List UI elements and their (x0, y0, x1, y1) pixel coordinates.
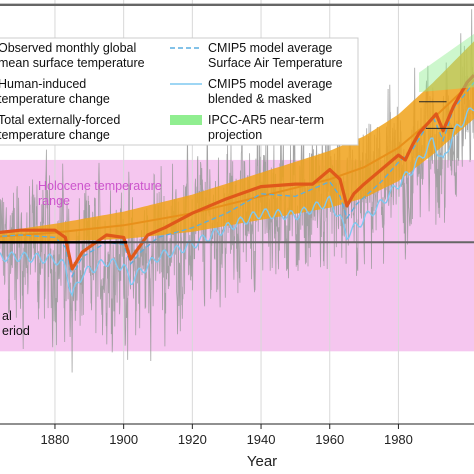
x-tick-label: 1880 (40, 432, 69, 447)
axes: 1880 1900 1920 1940 1960 1980 Year (0, 423, 474, 470)
preindustrial-label: eriod (2, 324, 30, 338)
legend-swatch (170, 115, 202, 125)
legend-label: temperature change (0, 128, 110, 142)
x-axis-title: Year (247, 453, 277, 470)
preindustrial-label: al (2, 309, 12, 323)
total-forced-line (0, 74, 474, 271)
legend-label: CMIP5 model average (208, 41, 332, 55)
legend-label: Observed monthly global (0, 41, 136, 55)
legend-box (0, 37, 359, 146)
cmip5-blended-line (0, 107, 474, 298)
x-tick-label: 1920 (178, 432, 207, 447)
projection-patch (419, 33, 474, 93)
legend-label: Surface Air Temperature (208, 56, 343, 70)
holocene-label: Holocene temperature (38, 179, 162, 193)
holocene-label: range (38, 194, 70, 208)
x-tick-label: 1940 (247, 432, 276, 447)
legend-label: temperature change (0, 92, 110, 106)
legend-label: Total externally-forced (0, 113, 120, 127)
legend-label: Human-induced (0, 77, 86, 91)
human-induced-line (0, 79, 474, 238)
legend-label: CMIP5 model average (208, 77, 332, 91)
legend-label: mean surface temperature (0, 56, 145, 70)
legend-label: blended & masked (208, 92, 312, 106)
x-tick-label: 1980 (384, 432, 413, 447)
plot-area (0, 0, 474, 424)
x-tick-label: 1900 (109, 432, 138, 447)
legend-label: IPCC-AR5 near-term (208, 113, 324, 127)
x-tick-label: 1960 (315, 432, 344, 447)
legend-label: projection (208, 128, 262, 142)
